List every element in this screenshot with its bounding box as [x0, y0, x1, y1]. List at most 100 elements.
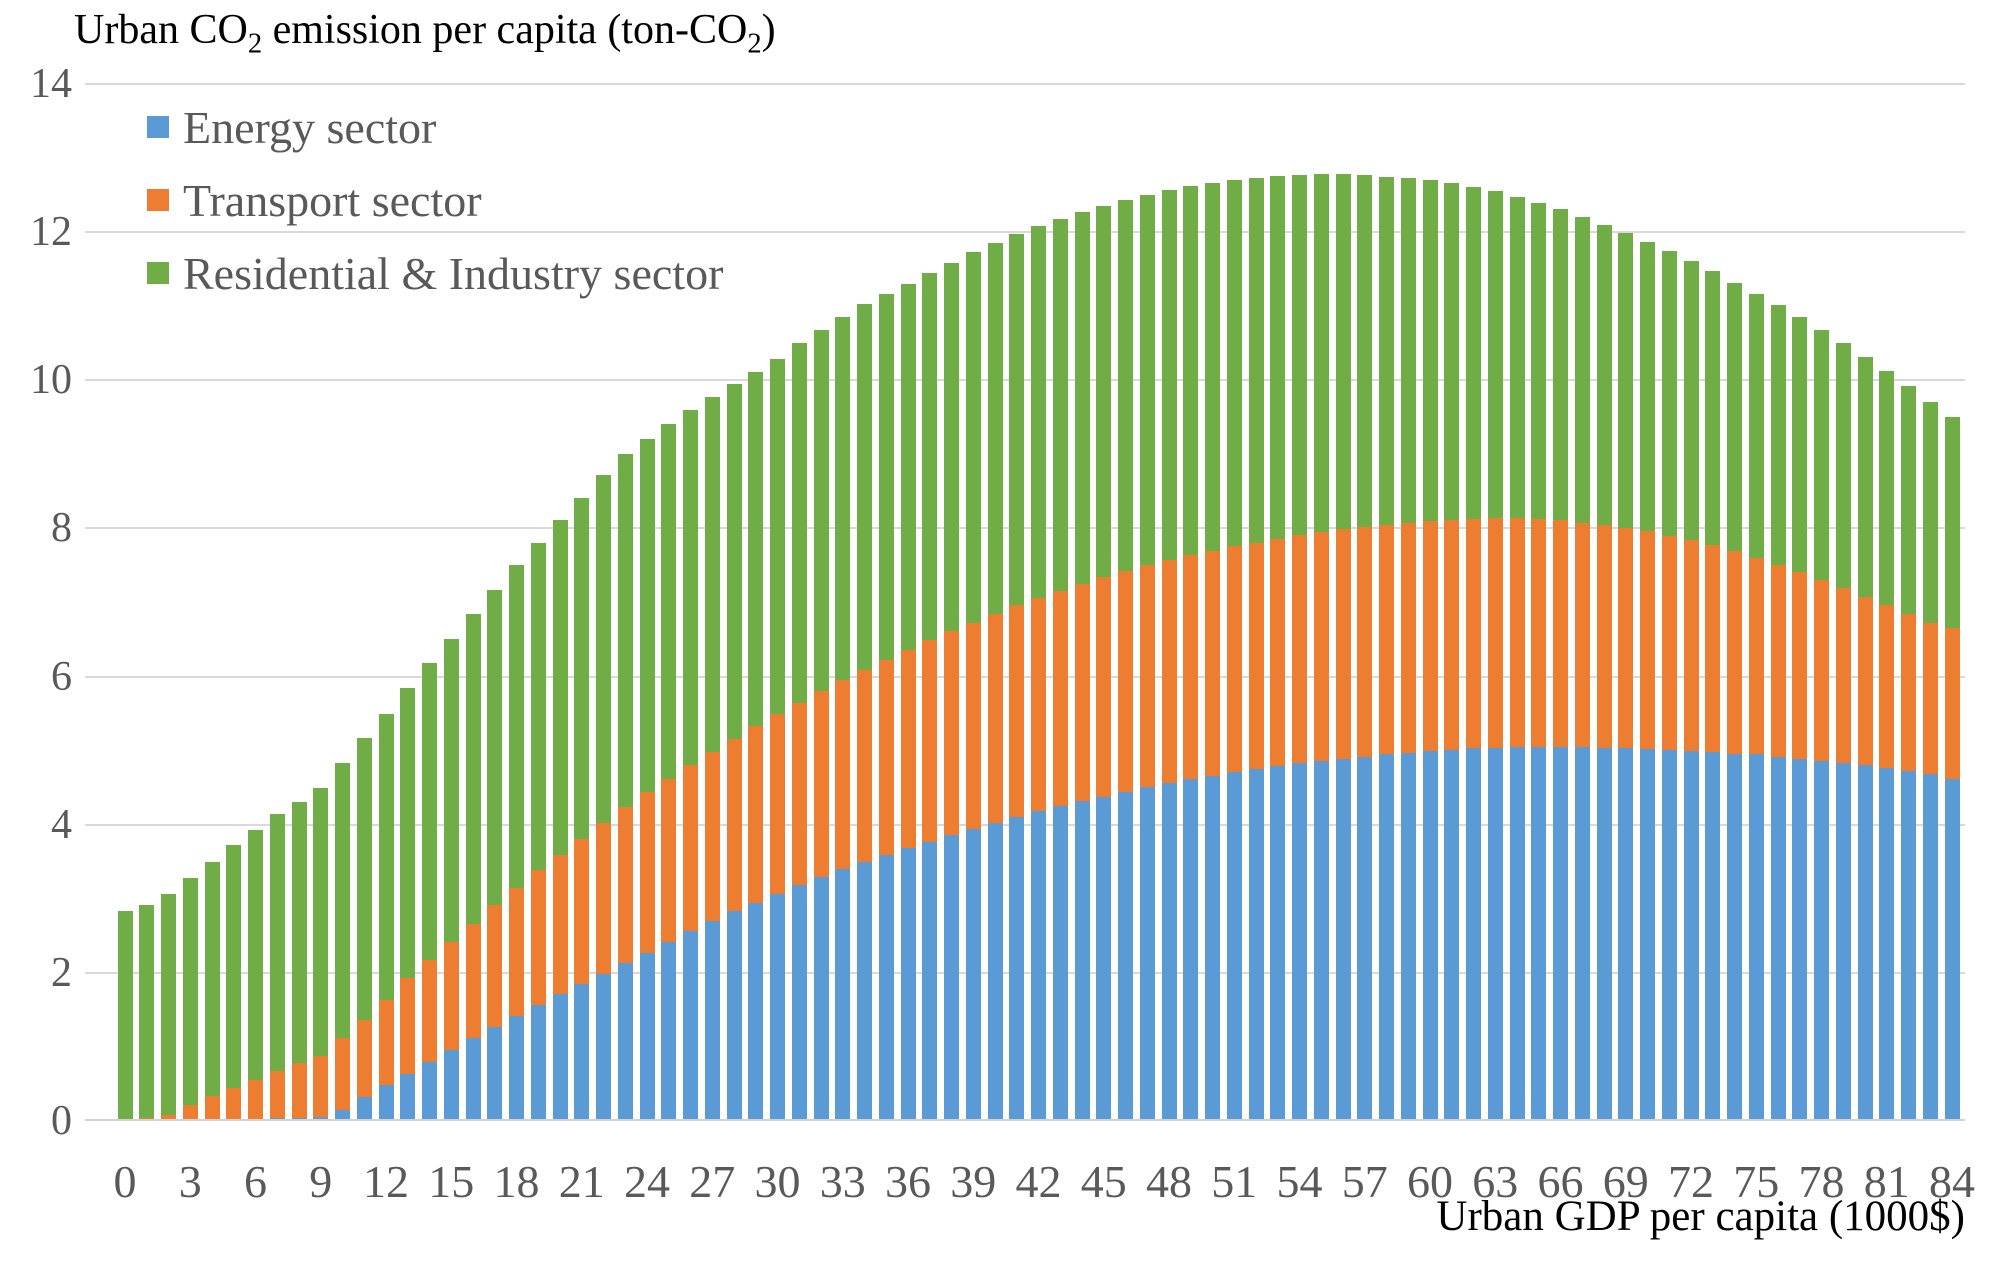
bar-segment-residential: [1748, 293, 1764, 559]
bar-segment-energy: [835, 869, 851, 1121]
bar-gdp-84: [1944, 417, 1960, 1121]
bar-segment-residential: [770, 358, 785, 715]
bar-gdp-31: [791, 343, 807, 1121]
bar-segment-transport: [1422, 521, 1438, 752]
gridline: [85, 971, 1965, 974]
bar-segment-energy: [726, 911, 742, 1121]
bar-segment-energy: [900, 848, 916, 1121]
bar-segment-residential: [791, 343, 807, 703]
bar-segment-energy: [791, 885, 807, 1121]
bar-segment-transport: [248, 1079, 263, 1119]
bar-segment-energy: [422, 1061, 437, 1121]
bar-segment-residential: [900, 284, 916, 650]
bar-segment-energy: [1661, 749, 1677, 1121]
y-tick-label: 14: [30, 61, 72, 107]
bar-gdp-49: [1183, 186, 1199, 1121]
bar-segment-energy: [1357, 756, 1373, 1121]
bar-segment-energy: [1270, 766, 1286, 1121]
bar-segment-energy: [1748, 754, 1764, 1121]
bar-segment-residential: [356, 738, 372, 1020]
bar-gdp-8: [291, 801, 307, 1121]
bar-gdp-73: [1705, 271, 1721, 1121]
bar-gdp-26: [683, 409, 698, 1121]
bar-segment-energy: [1531, 746, 1547, 1121]
bar-gdp-7: [269, 814, 285, 1121]
bar-segment-transport: [552, 855, 568, 995]
bar-segment-residential: [226, 845, 242, 1088]
bar-gdp-9: [313, 787, 329, 1121]
legend-item-transport: Transport sector: [147, 175, 723, 226]
bar-segment-transport: [726, 738, 742, 912]
bar-gdp-51: [1226, 180, 1242, 1121]
bar-segment-transport: [1205, 550, 1220, 776]
bar-segment-residential: [1509, 196, 1525, 519]
bar-segment-transport: [1553, 520, 1568, 747]
bar-segment-residential: [1118, 200, 1133, 572]
bar-segment-transport: [900, 649, 916, 849]
bar-segment-energy: [596, 973, 611, 1121]
bar-gdp-32: [813, 329, 829, 1121]
bar-segment-residential: [1422, 180, 1438, 522]
bar-segment-residential: [1596, 224, 1612, 525]
bar-gdp-14: [422, 663, 437, 1121]
bar-gdp-72: [1683, 261, 1699, 1121]
bar-segment-residential: [1444, 183, 1460, 520]
bar-segment-residential: [1770, 305, 1786, 565]
bar-segment-transport: [574, 838, 590, 984]
bar-segment-residential: [443, 638, 459, 942]
bar-gdp-83: [1922, 401, 1938, 1121]
bar-segment-energy: [1596, 747, 1612, 1121]
bar-segment-transport: [944, 631, 959, 836]
bar-segment-energy: [465, 1038, 481, 1121]
bar-segment-energy: [378, 1085, 394, 1121]
y-tick-label: 4: [51, 801, 72, 848]
gridline: [85, 527, 1965, 530]
bar-segment-transport: [422, 960, 437, 1062]
bar-segment-residential: [400, 688, 416, 979]
bar-segment-energy: [1205, 775, 1220, 1121]
bar-gdp-24: [639, 438, 655, 1121]
bar-segment-residential: [1248, 178, 1264, 543]
bar-segment-transport: [1661, 535, 1677, 750]
bar-segment-transport: [509, 887, 524, 1016]
bar-segment-residential: [1466, 186, 1481, 519]
bar-segment-transport: [1139, 565, 1155, 787]
bar-segment-transport: [704, 752, 720, 922]
x-tick-label: 33: [819, 1156, 866, 1207]
bar-segment-residential: [204, 861, 220, 1096]
legend: Energy sector Transport sector Residenti…: [147, 102, 723, 323]
bar-segment-residential: [704, 396, 720, 753]
bar-gdp-48: [1161, 189, 1177, 1121]
x-axis-line: [85, 1119, 1965, 1121]
bar-segment-residential: [1139, 195, 1155, 566]
bar-segment-transport: [1379, 524, 1394, 755]
bar-gdp-42: [1031, 226, 1046, 1121]
bar-segment-transport: [1226, 546, 1242, 773]
bar-segment-residential: [1400, 178, 1416, 523]
x-tick-label: 72: [1668, 1156, 1714, 1207]
bar-segment-transport: [400, 978, 416, 1074]
bar-gdp-15: [443, 638, 459, 1121]
x-tick-label: 84: [1929, 1156, 1975, 1207]
bar-gdp-80: [1857, 356, 1873, 1121]
bar-gdp-74: [1727, 282, 1742, 1121]
y-tick-label: 2: [51, 949, 72, 996]
bar-segment-transport: [1335, 529, 1351, 759]
bar-segment-energy: [1705, 752, 1721, 1121]
bar-segment-transport: [857, 669, 872, 862]
bar-gdp-58: [1379, 176, 1394, 1121]
bar-gdp-77: [1792, 317, 1808, 1121]
bar-segment-transport: [596, 822, 611, 974]
bar-segment-residential: [1379, 176, 1394, 525]
bar-segment-transport: [1770, 564, 1786, 757]
bar-segment-residential: [1944, 417, 1960, 629]
bar-segment-residential: [1640, 241, 1655, 532]
bar-segment-residential: [857, 304, 872, 670]
bar-segment-residential: [248, 829, 263, 1080]
bar-segment-residential: [291, 801, 307, 1064]
bar-segment-transport: [1814, 579, 1829, 762]
bar-segment-transport: [1922, 622, 1938, 775]
bar-gdp-11: [356, 738, 372, 1121]
bar-segment-residential: [1357, 175, 1373, 527]
